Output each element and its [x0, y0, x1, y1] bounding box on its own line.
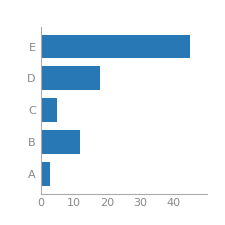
Bar	[40, 66, 100, 90]
Bar	[40, 98, 57, 122]
Bar	[40, 162, 50, 186]
Bar	[40, 35, 190, 58]
Bar	[40, 130, 81, 154]
